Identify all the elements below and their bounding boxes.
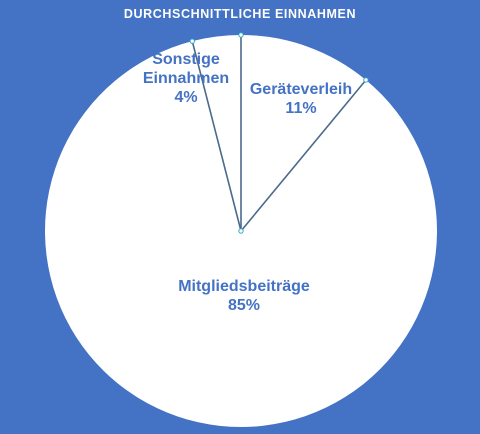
slice-name-label: Geräteverleih [250, 81, 352, 98]
slice-label: Geräteverleih 11% [250, 81, 352, 117]
pie-center-marker [238, 228, 244, 234]
slice-name-label: Sonstige [152, 51, 220, 68]
pie-slice-mitgliedsbeiträge [44, 41, 437, 427]
divider-end-marker [238, 32, 244, 38]
slice-name-label: Mitgliedsbeiträge [178, 278, 310, 295]
pie-slice-geräteverleih [241, 35, 366, 231]
slice-name-label: Einnahmen [143, 70, 229, 87]
chart-title: DURCHSCHNITTLICHE EINNAHMEN [123, 7, 357, 21]
slice-label: Mitgliedsbeiträge 85% [178, 278, 310, 314]
divider-end-marker [189, 38, 195, 44]
slice-divider-line [191, 40, 242, 232]
slice-label: Sonstige Einnahmen 4% [143, 51, 229, 106]
slice-percent-label: 11% [285, 100, 316, 117]
slice-percent-label: 4% [174, 89, 197, 106]
divider-end-marker [363, 77, 369, 83]
slice-divider-line [240, 79, 367, 232]
slice-percent-label: 85% [228, 297, 260, 314]
